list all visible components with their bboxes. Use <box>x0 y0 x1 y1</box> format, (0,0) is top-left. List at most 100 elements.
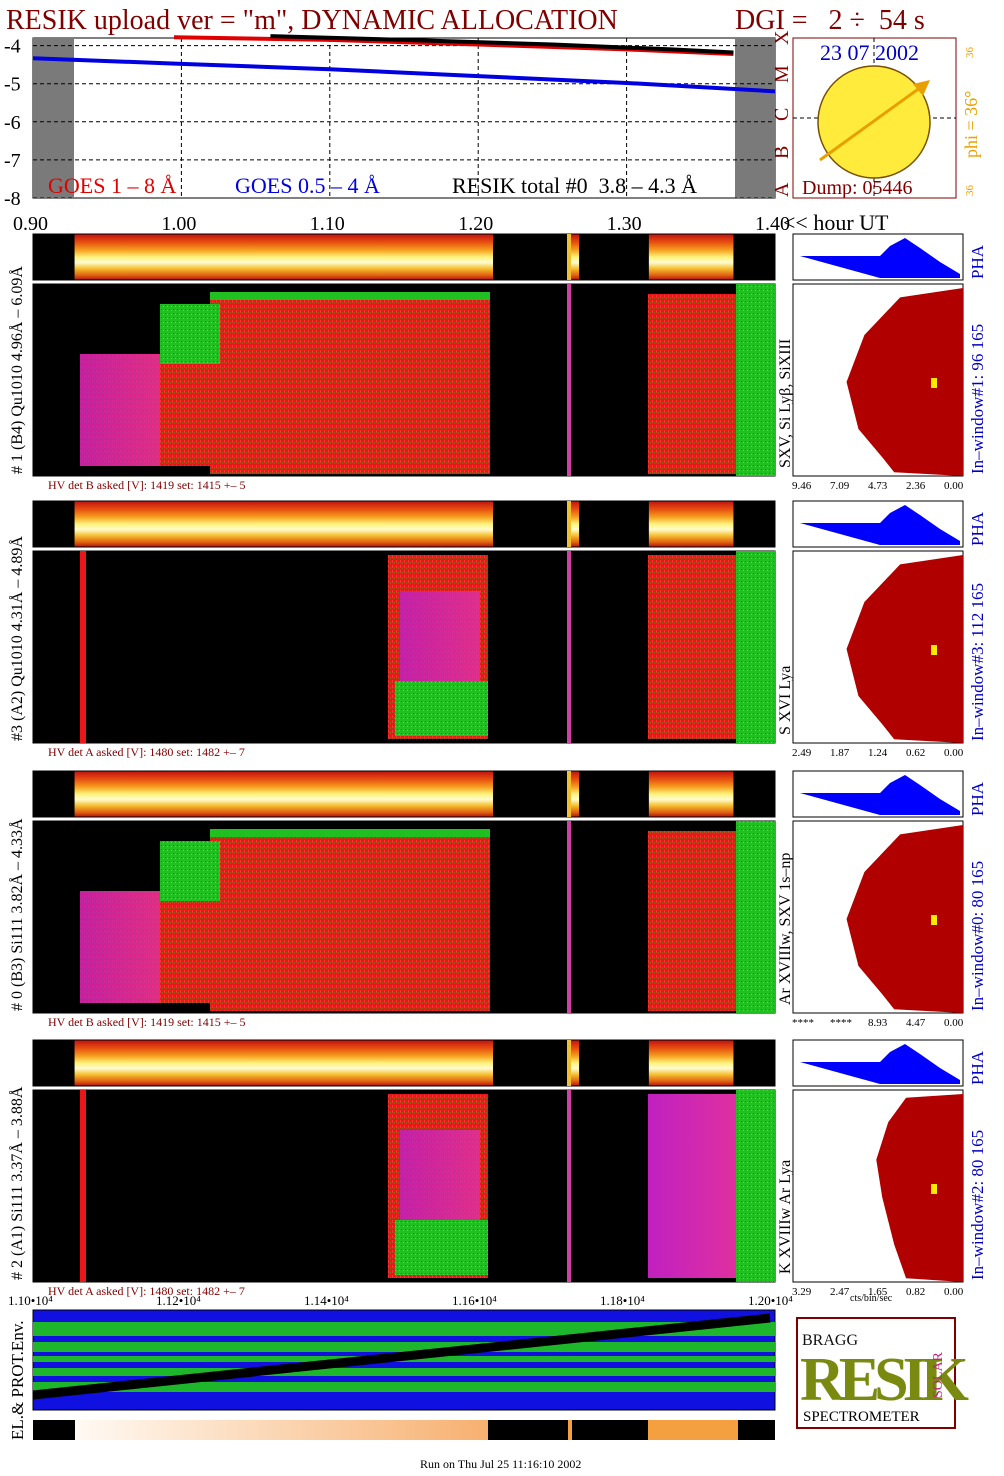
goes-lines <box>32 34 776 94</box>
goes-x-tick-label: 1.20 <box>458 213 493 235</box>
spectrum-marker <box>931 645 937 655</box>
flare-class-label: M <box>771 65 793 83</box>
heatmap-red-region <box>210 831 490 1011</box>
band-gap <box>493 234 571 280</box>
env-x-tick-label: 1.12•10⁴ <box>156 1293 201 1308</box>
goes-y-tick-label: -7 <box>4 150 21 172</box>
heatmap-late-region <box>648 1094 738 1278</box>
logo-letters: RESIK <box>800 1346 969 1414</box>
heatmap-green-fade <box>395 681 488 736</box>
env-band-3 <box>33 1368 775 1376</box>
hv-label: HV det B asked [V]: 1419 set: 1415 +– 5 <box>48 1015 246 1029</box>
phi-bottom-value: 36 <box>964 185 976 197</box>
heatmap-red-region-late <box>648 294 738 474</box>
spectrum-scale-label: 0.82 <box>906 1286 925 1298</box>
spectrum-scale-label: 1.24 <box>868 747 888 759</box>
spectrum-scale-label: 4.73 <box>868 480 888 492</box>
heatmap-green-right <box>736 821 775 1013</box>
band-spike <box>567 771 571 817</box>
phi-top-value: 36 <box>964 47 976 59</box>
band-gap <box>33 501 75 547</box>
heatmap-green-fade <box>395 1220 488 1275</box>
heatmap-green-right <box>736 551 775 743</box>
band-gap <box>33 1040 75 1086</box>
sun-panel: 23 07 2002 Dump: 05446 phi = 36° 36 36 <box>792 37 981 199</box>
phi-arrow <box>819 80 929 162</box>
goes-x-tick-label: 1.10 <box>310 213 345 235</box>
detector-panel-0: HV det B asked [V]: 1419 set: 1415 +– 5 #… <box>8 233 987 492</box>
band-gap <box>579 501 649 547</box>
heatmap-red-region-late <box>648 831 738 1011</box>
spectral-lines-label: S XVI Lya <box>777 666 794 735</box>
phi-arrowhead-icon <box>913 80 930 96</box>
env-status-bar-fill-1 <box>75 1420 488 1440</box>
env-status-bar-fill-2 <box>568 1420 572 1440</box>
spectrum-scale-label: 9.46 <box>792 480 812 492</box>
heatmap-red-stripe <box>80 1090 86 1282</box>
spectrum-scale-label: 7.09 <box>830 480 850 492</box>
logo-spectrometer: SPECTROMETER <box>803 1409 920 1425</box>
detector-label: # 0 (B3) Si111 3.82Å – 4.33Å <box>8 818 26 1011</box>
detector-band-strip <box>32 1039 776 1087</box>
spectrum-scale-label: 2.36 <box>906 480 926 492</box>
heatmap-green-right <box>736 284 775 476</box>
detector-panel-2: HV det B asked [V]: 1419 set: 1415 +– 5 #… <box>8 770 987 1029</box>
env-x-tick-label: 1.20•10⁴ <box>748 1293 793 1308</box>
flare-class-label: A <box>771 182 793 197</box>
goes-x-ticks: 0.90 1.00 1.10 1.20 1.30 1.40 <box>13 213 790 235</box>
footer-run-timestamp: Run on Thu Jul 25 11:16:10 2002 <box>420 1457 581 1471</box>
flare-class-label: C <box>771 108 793 121</box>
heatmap-purple-region <box>400 1130 480 1230</box>
goes-y-tick-label: -5 <box>4 74 21 96</box>
pha-label: PHA <box>968 1050 987 1085</box>
spectrum-scale-label: **** <box>830 1017 852 1029</box>
spectral-lines-label: Ar XVIIIw, SXV 1s–np <box>777 853 794 1005</box>
goes-series-line-1 <box>32 56 776 94</box>
hv-label: HV det B asked [V]: 1419 set: 1415 +– 5 <box>48 478 246 492</box>
figure-title: RESIK upload ver = "m", DYNAMIC ALLOCATI… <box>6 5 618 36</box>
heatmap-spike <box>567 551 571 743</box>
band-gap <box>733 501 775 547</box>
goes-y-ticks: -4 -5 -6 -7 -8 <box>4 36 21 210</box>
phi-label: phi = 36° <box>961 91 981 158</box>
env-band-4 <box>33 1382 775 1392</box>
detector-band-strip <box>32 770 776 818</box>
heatmap-green-edge <box>160 304 220 364</box>
env-x-ticks: 1.10•10⁴ 1.12•10⁴ 1.14•10⁴ 1.16•10⁴ 1.18•10⁴… <box>8 1293 793 1308</box>
env-x-tick-label: 1.18•10⁴ <box>600 1293 645 1308</box>
hv-label: HV det A asked [V]: 1480 set: 1482 +– 7 <box>48 745 245 759</box>
logo-bragg: BRAGG <box>802 1332 858 1349</box>
dump-label: Dump: 05446 <box>802 177 913 199</box>
band-spike <box>567 501 571 547</box>
heatmap-green-top <box>210 829 490 837</box>
detector-label: # 2 (A1) Si111 3.37Å – 3.88Å <box>8 1086 26 1280</box>
detector-panel-1: HV det A asked [V]: 1480 set: 1482 +– 7 #… <box>8 500 987 759</box>
logo-solar: SOLAR <box>931 1351 946 1398</box>
spectrum-scale-label: 0.00 <box>944 747 964 759</box>
spectrum-histogram <box>846 825 963 1013</box>
legend-resik-total: RESIK total #0 3.8 – 4.3 Å <box>452 173 697 198</box>
detector-label: # 1 (B4) Qu1010 4.96Å – 6.09Å <box>8 266 26 474</box>
heatmap-red-stripe <box>80 551 86 743</box>
sun-date: 23 07 2002 <box>820 40 919 65</box>
goes-x-axis-label: << hour UT <box>783 210 889 235</box>
pha-label: PHA <box>968 781 987 816</box>
goes-y-tick-label: -6 <box>4 112 21 134</box>
env-panel-label: EL.& PROT.Env. <box>8 1321 27 1440</box>
band-gap <box>493 501 571 547</box>
goes-y-tick-label: -8 <box>4 188 21 210</box>
pha-histogram <box>800 238 960 278</box>
spectral-lines-label: K XVIIIw Ar Lya <box>777 1160 794 1274</box>
in-window-label: In–window#0: 80 165 <box>968 861 987 1011</box>
heatmap-purple-region <box>80 891 160 1003</box>
goes-x-tick-label: 1.30 <box>607 213 642 235</box>
in-window-label: In–window#1: 96 165 <box>968 324 987 474</box>
env-x-tick-label: 1.14•10⁴ <box>304 1293 349 1308</box>
environment-panel: 1.10•10⁴ 1.12•10⁴ 1.14•10⁴ 1.16•10⁴ 1.18•10⁴… <box>8 1293 793 1440</box>
logo-frame <box>796 1317 956 1429</box>
pha-label: PHA <box>968 511 987 546</box>
heatmap-purple-region <box>400 591 480 691</box>
detector-panel-3: HV det A asked [V]: 1480 set: 1482 +– 7 #… <box>8 1039 987 1298</box>
legend-goes-long: GOES 1 – 8 Å <box>48 173 176 198</box>
